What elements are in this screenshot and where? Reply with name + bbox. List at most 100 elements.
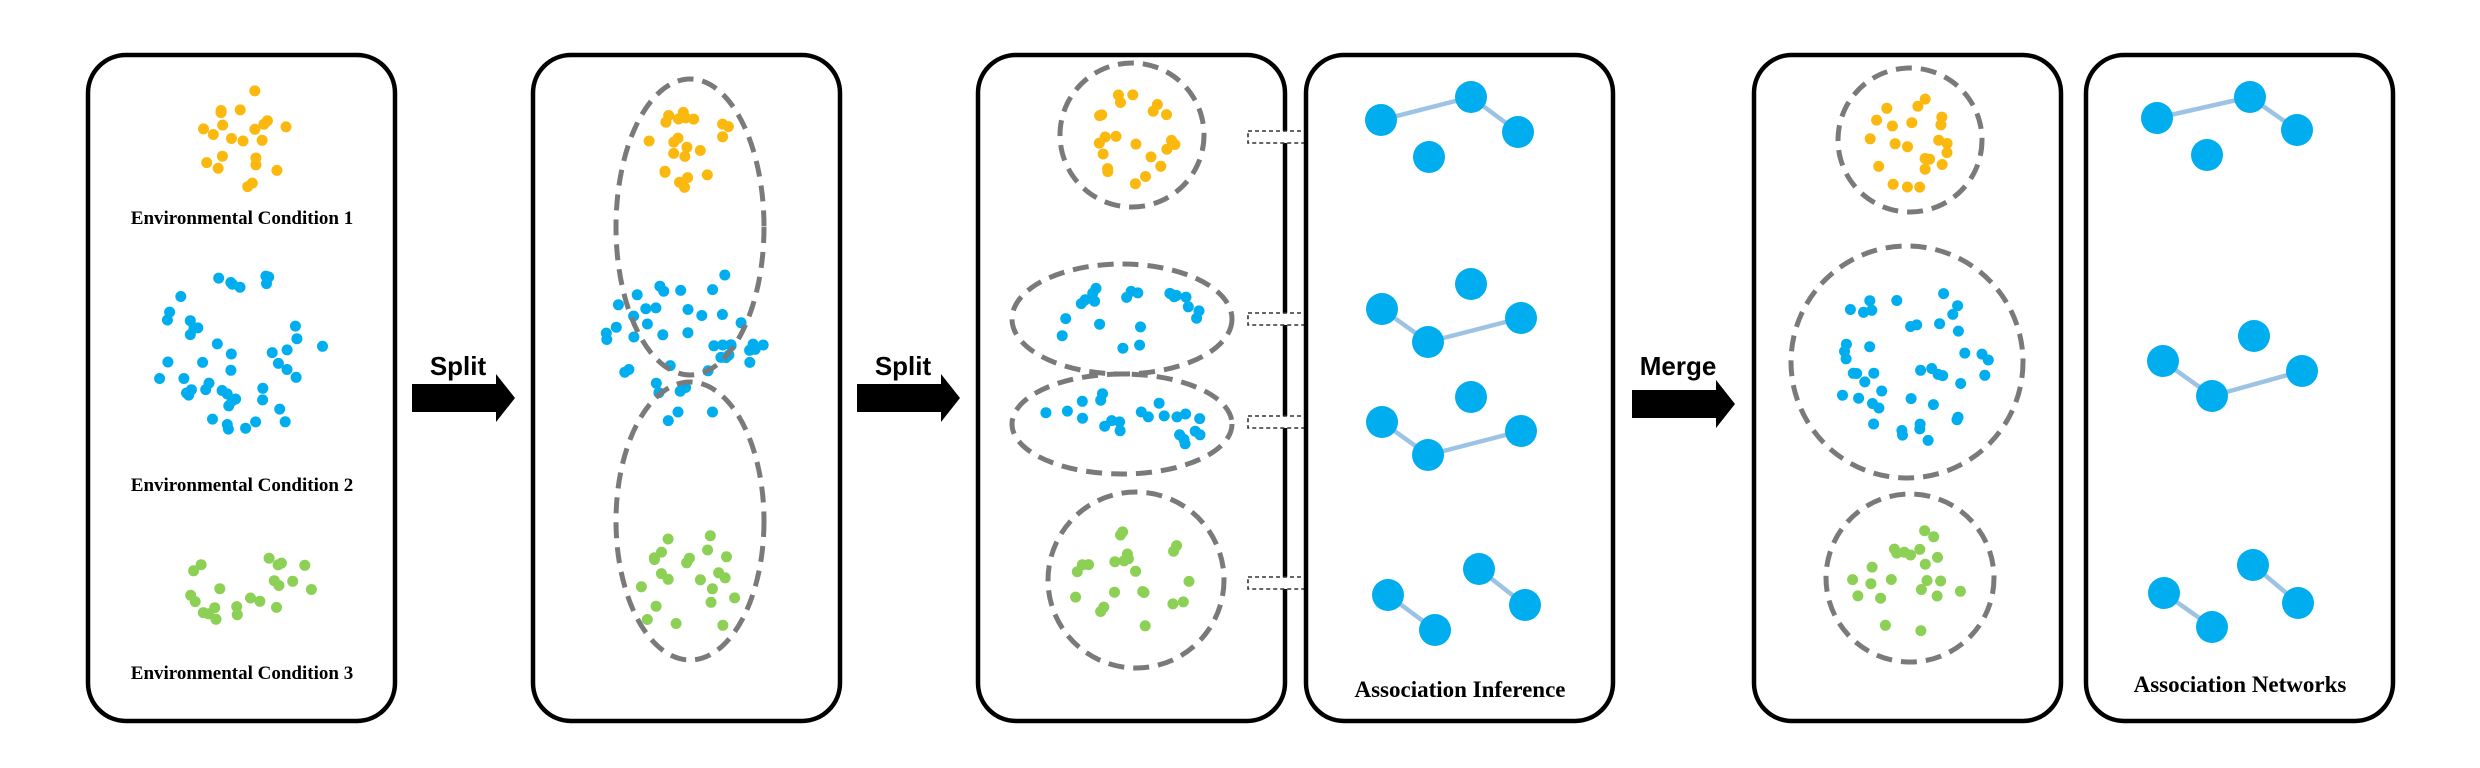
data-point xyxy=(1864,133,1876,145)
data-point xyxy=(1109,586,1120,598)
data-point xyxy=(729,592,741,604)
data-point xyxy=(694,145,706,156)
data-point xyxy=(1931,590,1943,602)
data-point xyxy=(242,181,254,193)
data-point xyxy=(662,415,674,427)
data-point xyxy=(1906,117,1918,129)
data-point xyxy=(1161,143,1173,155)
data-point xyxy=(717,619,729,631)
data-point xyxy=(291,333,303,345)
data-point xyxy=(744,356,756,368)
data-point xyxy=(188,565,200,577)
data-point xyxy=(1897,429,1908,441)
merge-label: Merge xyxy=(1640,351,1717,381)
data-point xyxy=(1180,291,1192,303)
network-node xyxy=(2141,102,2173,134)
data-point xyxy=(1905,321,1917,332)
data-point xyxy=(1866,561,1878,573)
network-node xyxy=(1365,104,1397,136)
network-node xyxy=(1366,293,1398,325)
data-point xyxy=(1935,575,1947,587)
data-point xyxy=(231,609,243,621)
data-point xyxy=(1077,412,1088,424)
network-node xyxy=(1455,81,1487,113)
data-point xyxy=(281,344,293,356)
network-node xyxy=(1412,326,1444,358)
data-point xyxy=(1089,295,1101,307)
data-point xyxy=(1130,138,1142,150)
merge-step: Merge xyxy=(1632,351,1735,428)
data-point xyxy=(1938,288,1950,300)
data-point xyxy=(1179,438,1191,450)
split-2-label: Split xyxy=(875,351,932,381)
data-point xyxy=(1915,625,1927,637)
data-point xyxy=(217,119,229,131)
data-point xyxy=(643,135,655,147)
network-node xyxy=(1463,553,1495,585)
condition-2-points xyxy=(154,270,328,435)
data-point xyxy=(679,150,691,162)
data-point xyxy=(1915,584,1927,595)
data-point xyxy=(1875,592,1887,604)
data-point xyxy=(1061,405,1073,417)
data-point xyxy=(225,348,237,360)
data-point xyxy=(1919,525,1931,537)
data-point xyxy=(708,340,720,352)
data-point xyxy=(1859,376,1871,388)
data-point xyxy=(1056,330,1068,342)
split-1-arrow xyxy=(412,374,515,422)
network-node xyxy=(1455,268,1487,300)
data-point xyxy=(1147,105,1159,117)
data-point xyxy=(185,589,197,601)
data-point xyxy=(234,104,246,116)
data-point xyxy=(1887,178,1899,190)
cluster-yellow xyxy=(1057,60,1207,210)
data-point xyxy=(1167,598,1179,610)
data-point xyxy=(1106,415,1118,427)
data-point xyxy=(694,574,706,586)
data-point xyxy=(1171,540,1183,552)
data-point xyxy=(207,413,218,425)
data-point xyxy=(716,309,728,320)
window-ellipse-bottom xyxy=(613,379,767,663)
data-point xyxy=(231,601,243,613)
data-point xyxy=(1921,575,1933,586)
data-point xyxy=(178,373,190,384)
merged-cluster-yellow xyxy=(1835,65,1985,215)
network-node xyxy=(2281,114,2313,146)
network-node xyxy=(2196,611,2228,643)
panel-merged-clusters xyxy=(1751,52,2064,724)
split-2-arrow xyxy=(857,374,960,422)
data-point xyxy=(245,592,256,604)
condition-1-points xyxy=(198,85,292,193)
data-point xyxy=(250,416,262,428)
data-point xyxy=(1952,300,1964,312)
network-edge xyxy=(1425,315,1524,345)
data-point xyxy=(1866,304,1878,316)
cluster-blue-lower xyxy=(1009,371,1235,477)
data-point xyxy=(192,322,204,334)
network-node xyxy=(1455,381,1487,413)
data-point xyxy=(612,299,624,311)
data-point xyxy=(254,595,266,607)
data-point xyxy=(1873,402,1885,414)
data-point xyxy=(1135,321,1146,333)
panel-windows xyxy=(530,52,843,724)
data-point xyxy=(668,147,680,159)
data-point xyxy=(682,172,694,184)
data-point xyxy=(1138,587,1150,598)
panel-association-networks: Association Networks xyxy=(2083,52,2396,724)
data-point xyxy=(717,118,729,130)
data-point xyxy=(1191,312,1203,324)
data-point xyxy=(701,169,713,181)
data-point xyxy=(674,385,686,397)
network-node xyxy=(2234,81,2266,113)
network-node xyxy=(1412,439,1444,471)
data-point xyxy=(1071,566,1083,578)
final-network-3 xyxy=(2148,549,2314,643)
data-point xyxy=(280,121,292,133)
network-node xyxy=(1413,141,1445,173)
data-point xyxy=(257,394,269,406)
data-point xyxy=(1941,138,1953,149)
data-point xyxy=(1871,114,1883,126)
